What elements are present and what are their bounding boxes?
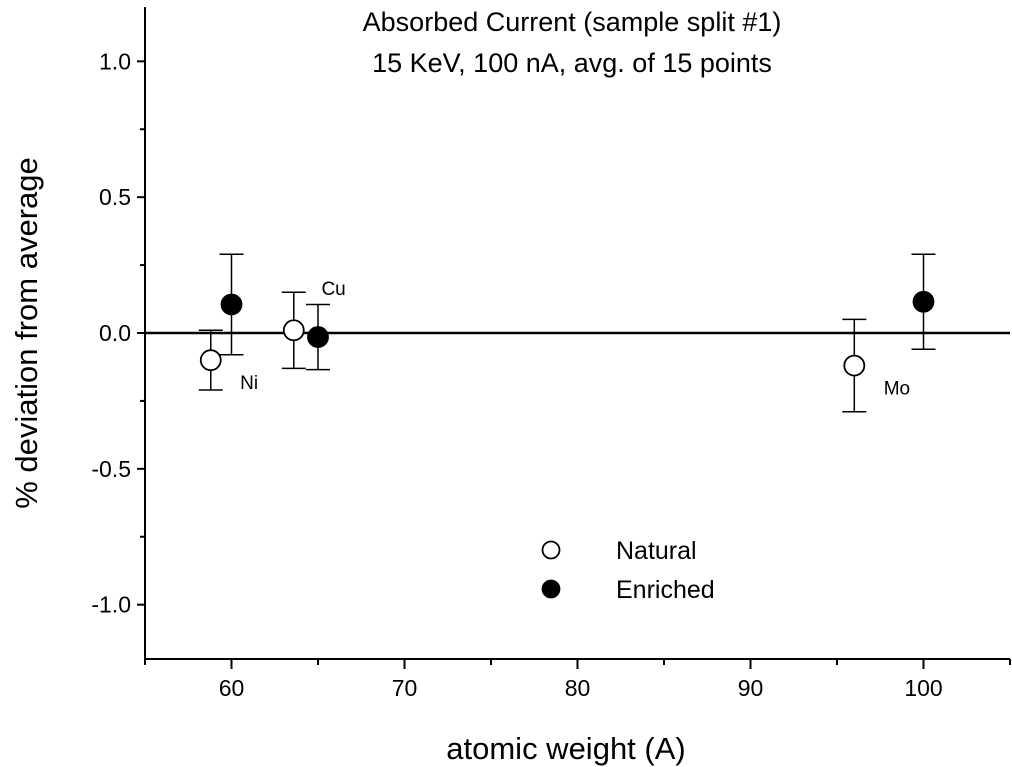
enriched-data-point (307, 326, 329, 348)
x-tick-label: 100 (904, 675, 942, 701)
series-enriched (219, 253, 936, 371)
x-tick-label: 70 (392, 675, 418, 701)
legend-natural-marker (541, 540, 561, 560)
plot-area: 1.0 0.5 0.0 -0.5 -1.0 60 70 80 90 100 Ni Cu Mo Natura… (91, 7, 1011, 701)
chart-title-line-1: Absorbed Current (sample split #1) (363, 7, 782, 37)
legend-natural-label: Natural (616, 537, 697, 565)
legend-enriched-label: Enriched (616, 576, 715, 604)
legend: Natural Enriched (541, 537, 715, 604)
legend-enriched-marker (541, 579, 561, 599)
natural-data-point (199, 349, 222, 372)
y-tick-label: 0.5 (99, 184, 131, 210)
chart-title-line-2: 15 KeV, 100 nA, avg. of 15 points (372, 48, 772, 78)
enriched-data-point (220, 293, 243, 316)
y-tick-label: -0.5 (91, 456, 131, 482)
x-tick-label: 60 (219, 675, 245, 701)
y-tick-label: 1.0 (99, 48, 131, 74)
series-natural (198, 291, 867, 413)
x-tick-label: 80 (565, 675, 591, 701)
natural-data-point (282, 319, 305, 342)
chart-title: Absorbed Current (sample split #1) 15 Ke… (363, 7, 782, 78)
x-axis-label: atomic weight (A) (446, 731, 685, 766)
y-tick-label: 0.0 (99, 320, 131, 346)
y-axis-label: % deviation from average (9, 157, 44, 509)
annotation-mo: Mo (884, 378, 910, 399)
enriched-data-point (912, 290, 935, 313)
x-tick-label: 90 (738, 675, 764, 701)
annotation-ni: Ni (240, 373, 258, 394)
y-tick-label: -1.0 (91, 592, 131, 618)
annotation-cu: Cu (321, 279, 345, 300)
natural-data-point (843, 354, 866, 377)
